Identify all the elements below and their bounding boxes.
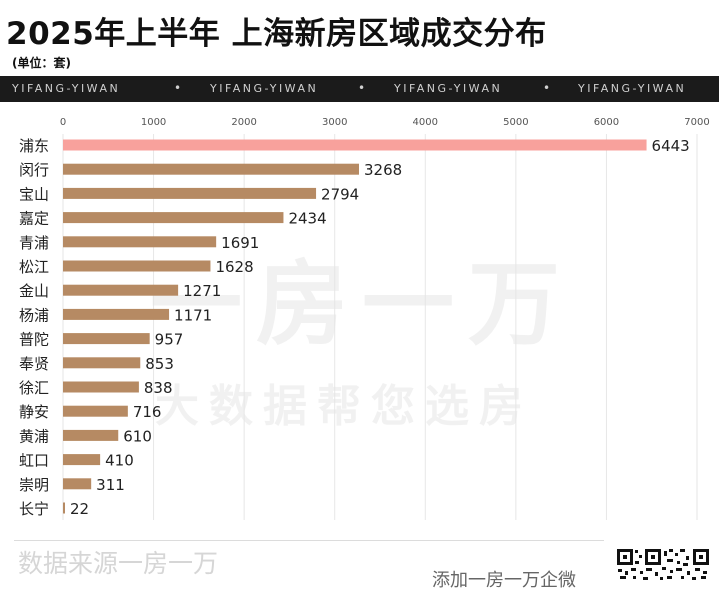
x-tick-label: 0 [60,117,66,128]
category-label: 普陀 [19,331,49,349]
x-tick-label: 1000 [141,117,166,128]
data-source-label: 数据来源一房一万 [18,549,219,578]
banner-dot: • [174,81,182,95]
bar [63,284,179,296]
unit-label: (单位：套) [12,56,71,70]
category-label: 长宁 [19,500,49,518]
category-label: 金山 [19,282,49,300]
value-label: 1171 [174,306,212,324]
follow-wechat-label: 添加一房一万企微 [432,570,576,591]
value-label: 1271 [183,282,221,300]
bar [63,212,284,224]
x-tick-label: 7000 [684,117,709,128]
category-label: 闵行 [19,161,49,179]
qr-code-icon[interactable] [615,547,711,580]
category-label: 松江 [19,258,49,276]
value-label: 311 [96,476,125,494]
banner-text: YIFANG-YIWAN [578,82,687,95]
page-title: 2025年上半年 上海新房区域成交分布 [6,16,547,52]
value-label: 2794 [321,185,359,203]
bar [63,236,217,248]
bar [63,478,92,490]
bar [63,429,119,441]
banner-dot: • [358,81,366,95]
category-label: 杨浦 [19,306,49,324]
x-tick-label: 2000 [231,117,256,128]
value-label: 2434 [288,210,326,228]
value-label: 1628 [215,258,253,276]
category-label: 虹口 [19,452,49,470]
category-label: 浦东 [19,137,49,155]
bar [63,260,211,272]
banner-text: YIFANG-YIWAN [210,82,319,95]
banner-text: YIFANG-YIWAN [394,82,503,95]
value-label: 410 [105,452,134,470]
x-tick-label: 3000 [322,117,347,128]
bar [63,357,141,369]
bar [63,502,65,514]
category-label: 静安 [19,403,49,421]
value-label: 957 [155,331,184,349]
category-label: 宝山 [19,185,49,203]
category-label: 黄浦 [19,427,49,445]
value-label: 6443 [652,137,690,155]
banner-text: YIFANG-YIWAN [12,82,121,95]
bar [63,308,170,320]
bar [63,333,150,345]
bar [63,381,139,393]
x-tick-label: 4000 [413,117,438,128]
bar [63,139,647,151]
value-label: 716 [133,403,162,421]
value-label: 1691 [221,234,259,252]
bar [63,163,359,175]
category-label: 青浦 [19,234,49,252]
value-label: 22 [70,500,89,518]
bar [63,454,101,466]
category-label: 崇明 [19,476,49,494]
value-label: 838 [144,379,173,397]
value-label: 610 [123,427,152,445]
bar-chart: 0 1000 2000 3000 4000 5000 6000 7000 浦东 6443 闵行 326… [19,117,710,520]
x-tick-label: 6000 [594,117,619,128]
brand-banner: YIFANG-YIWAN • YIFANG-YIWAN • YIFANG-YIW… [0,76,719,102]
footer-divider [14,540,604,541]
x-tick-label: 5000 [503,117,528,128]
bar [63,187,317,199]
category-label: 奉贤 [19,355,49,373]
banner-dot: • [543,81,551,95]
category-label: 徐汇 [19,379,49,397]
value-label: 853 [145,355,174,373]
value-label: 3268 [364,161,402,179]
bar [63,405,128,417]
category-label: 嘉定 [19,210,49,228]
